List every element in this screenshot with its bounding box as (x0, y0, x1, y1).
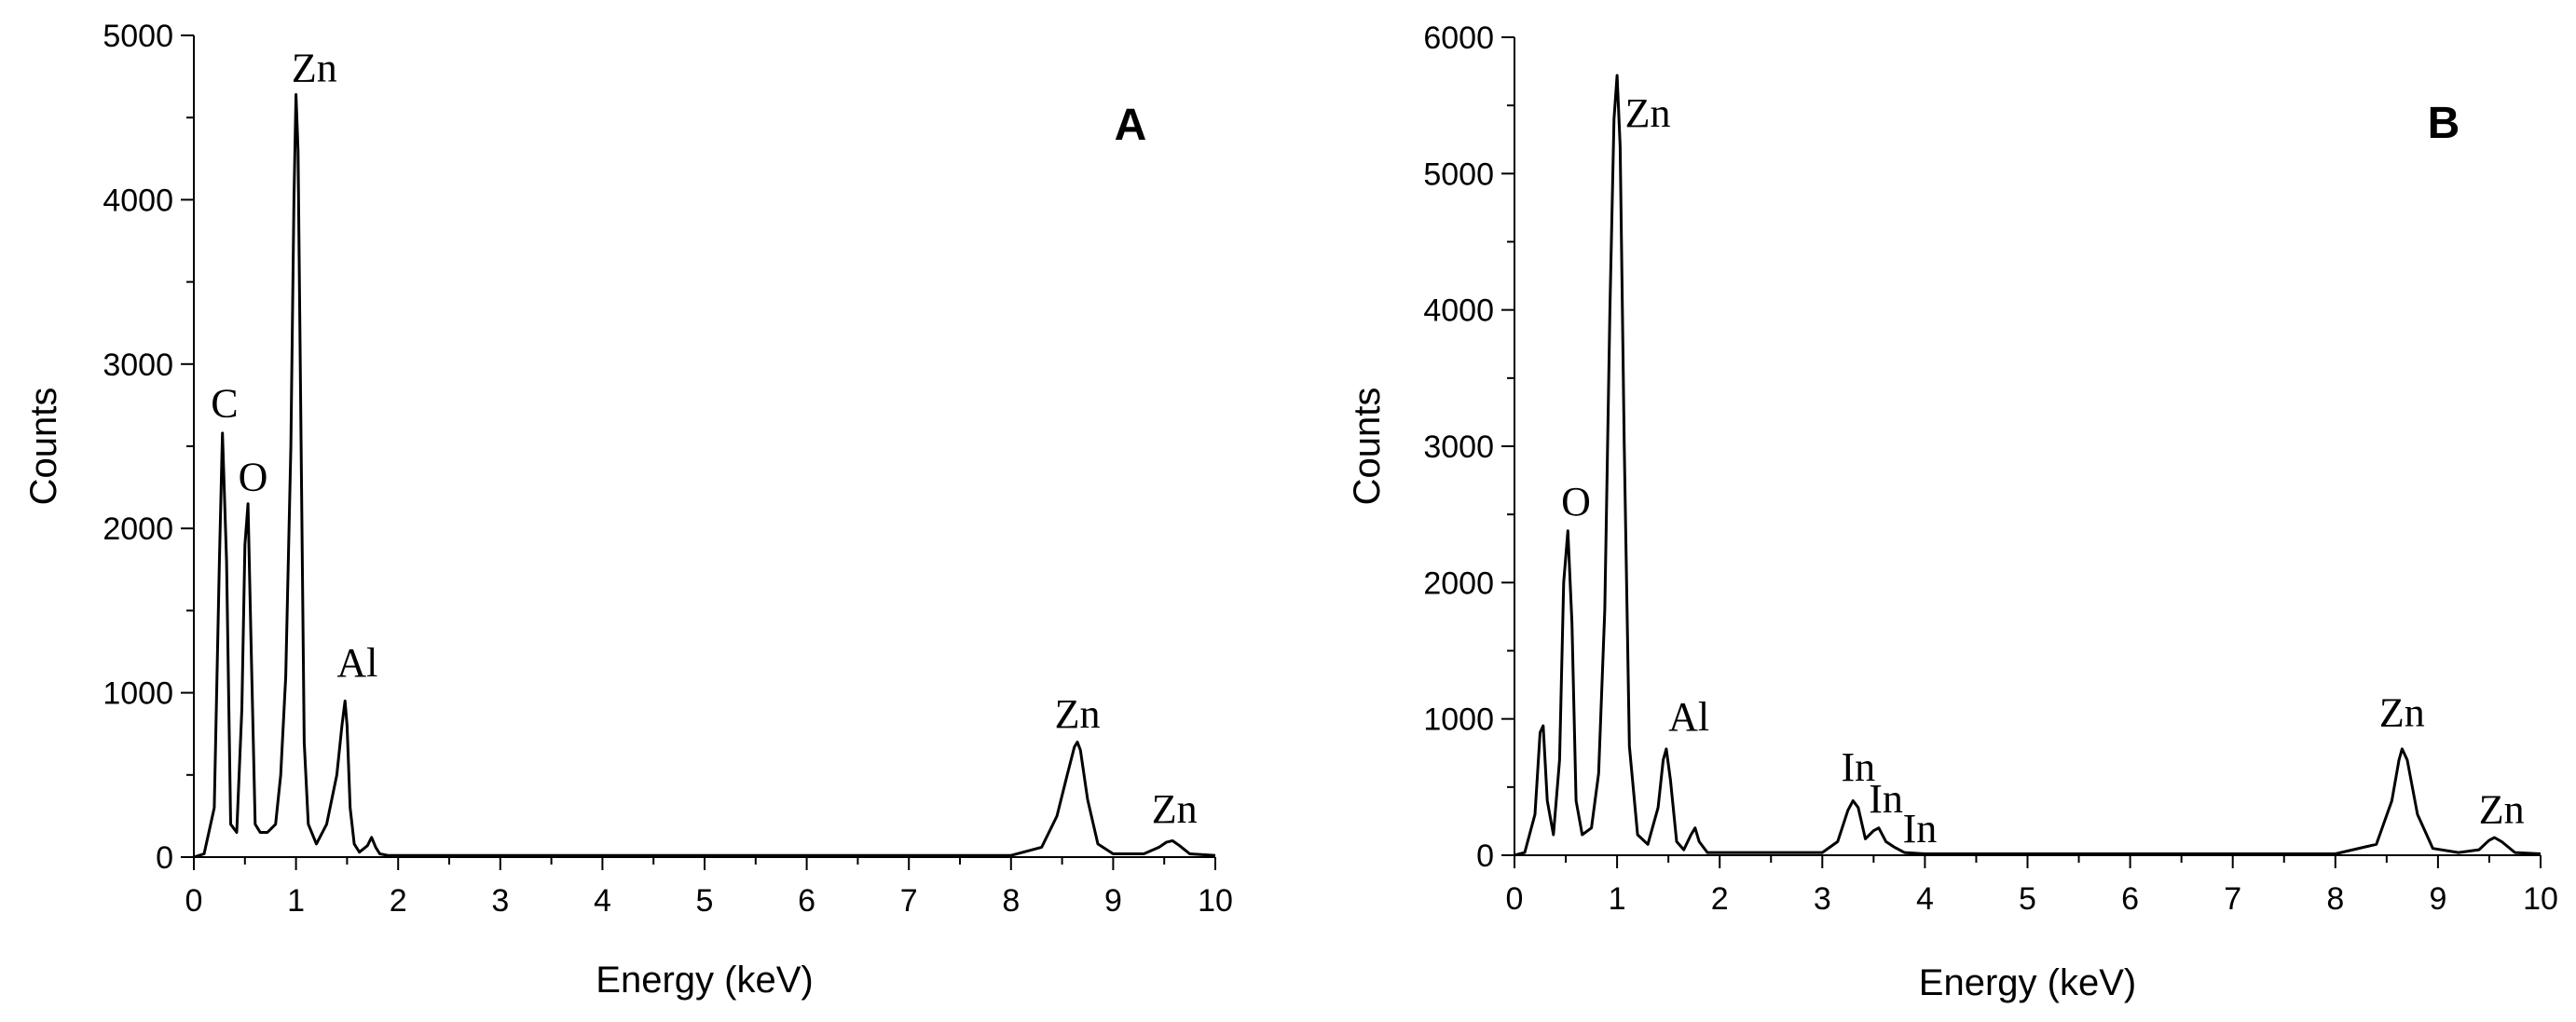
x-tick-label: 2 (390, 883, 407, 919)
peak-label-zn: Zn (1055, 691, 1101, 737)
spectrum-line (1514, 74, 2542, 857)
y-tick-label: 1000 (103, 676, 173, 712)
panel-label: B (2428, 99, 2460, 148)
chart-panel-a: 0 1 2 3 4 5 6 7 8 9 10 0 1000 2000 3000 4000 5000 Energy … (23, 19, 1233, 1001)
peak-label-in: In (1869, 776, 1903, 822)
peak-label-in: In (1903, 806, 1938, 852)
spectrum-line (193, 93, 1216, 859)
x-axis-title: Energy (keV) (596, 960, 813, 1001)
y-tick-label: 1000 (1423, 702, 1494, 738)
x-tick-label: 5 (2019, 881, 2036, 917)
x-tick-label: 9 (1104, 883, 1122, 919)
y-tick-label: 6000 (1423, 20, 1494, 56)
x-tick-label: 3 (491, 883, 509, 919)
y-tick-label: 4000 (1423, 293, 1494, 329)
x-tick-label: 10 (1198, 883, 1233, 919)
x-tick-label: 6 (798, 883, 815, 919)
peak-label-zn: Zn (292, 46, 337, 91)
panel-label: A (1115, 101, 1147, 150)
x-tick-label: 9 (2429, 881, 2446, 917)
peak-label-in: In (1842, 744, 1876, 790)
x-tick-label: 1 (287, 883, 305, 919)
peak-label-al: Al (1668, 694, 1709, 740)
peak-label-o: O (1561, 479, 1591, 525)
x-tick-label: 4 (594, 883, 611, 919)
x-tick-label: 1 (1609, 881, 1626, 917)
x-tick-label: 0 (1506, 881, 1524, 917)
peak-label-zn: Zn (2479, 787, 2525, 833)
y-axis-title: Counts (1347, 388, 1388, 506)
y-tick-label: 5000 (103, 19, 173, 54)
y-tick-label: 0 (1476, 838, 1494, 874)
x-tick-label: 2 (1711, 881, 1729, 917)
peak-label-zn: Zn (2379, 690, 2425, 736)
y-tick-label: 5000 (1423, 157, 1494, 192)
chart-panel-b: 0 1 2 3 4 5 6 7 8 9 10 0 1000 2000 3000 4000 5000 6000 Ene… (1347, 20, 2558, 1003)
y-tick-label: 4000 (103, 183, 173, 218)
x-tick-label: 4 (1916, 881, 1934, 917)
y-tick-label: 3000 (1423, 429, 1494, 465)
x-tick-label: 8 (1002, 883, 1020, 919)
peak-label-zn: Zn (1625, 90, 1671, 136)
x-tick-label: 0 (185, 883, 203, 919)
peak-label-al: Al (336, 640, 377, 686)
x-tick-label: 3 (1814, 881, 1831, 917)
x-tick-label: 10 (2523, 881, 2558, 917)
x-tick-label: 5 (696, 883, 714, 919)
peak-label-o: O (239, 455, 268, 500)
y-tick-label: 2000 (103, 511, 173, 547)
peak-label-c: C (211, 380, 238, 426)
x-tick-label: 7 (2224, 881, 2241, 917)
y-axis-title: Counts (23, 388, 64, 506)
y-tick-label: 3000 (103, 347, 173, 383)
y-tick-label: 0 (156, 840, 173, 876)
x-axis-title: Energy (keV) (1919, 962, 2136, 1003)
x-tick-label: 6 (2121, 881, 2139, 917)
peak-label-zn: Zn (1152, 786, 1198, 832)
x-tick-label: 8 (2326, 881, 2344, 917)
y-tick-label: 2000 (1423, 566, 1494, 601)
x-tick-label: 7 (900, 883, 918, 919)
